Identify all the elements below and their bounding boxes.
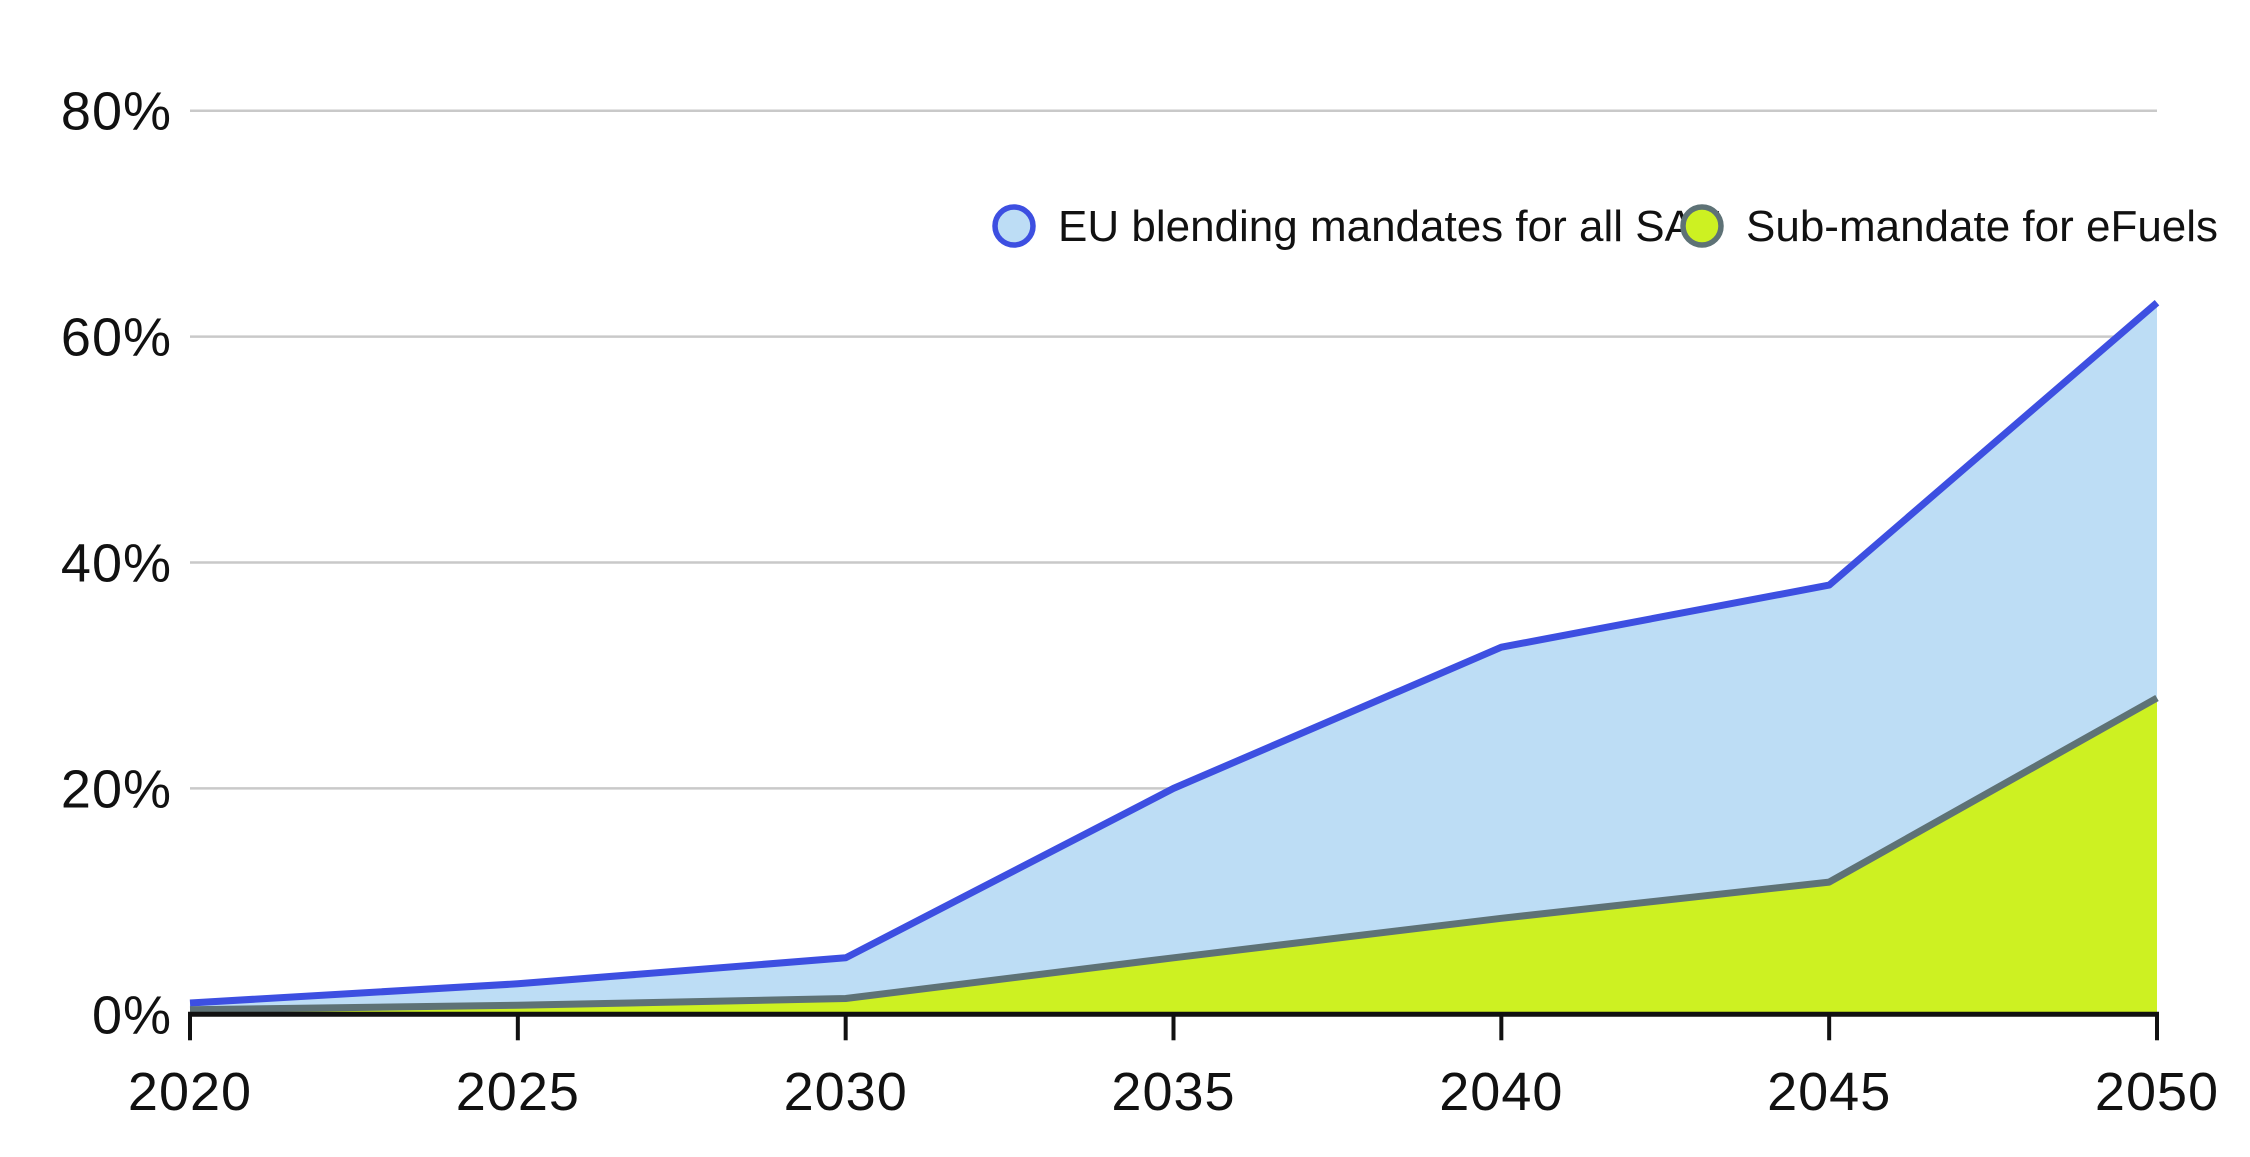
x-tick-label: 2030 xyxy=(784,1062,908,1122)
legend-marker-circle-icon xyxy=(1680,204,1724,248)
x-tick-label: 2045 xyxy=(1767,1062,1891,1122)
x-tick-label: 2050 xyxy=(2095,1062,2219,1122)
series-line-efuels xyxy=(189,694,2159,1014)
x-tick-label: 2025 xyxy=(456,1062,580,1122)
legend-label: Sub-mandate for eFuels xyxy=(1746,202,2218,251)
legend-label: EU blending mandates for all SAF xyxy=(1058,202,1721,251)
x-tick-label: 2035 xyxy=(1111,1062,1235,1122)
y-tick-label: 0% xyxy=(92,985,172,1045)
x-tick-label: 2040 xyxy=(1439,1062,1563,1122)
y-tick-label: 80% xyxy=(61,82,172,142)
series-area-efuels xyxy=(190,698,2157,1015)
series-area-all-saf xyxy=(190,302,2157,1015)
x-tick-label: 2020 xyxy=(128,1062,252,1122)
legend-item: EU blending mandates for all SAF xyxy=(992,202,1721,251)
y-tick-label: 60% xyxy=(61,308,172,368)
y-tick-label: 20% xyxy=(61,759,172,819)
legend-item: Sub-mandate for eFuels xyxy=(1680,202,2218,251)
legend-marker-circle-icon xyxy=(992,204,1036,248)
y-tick-label: 40% xyxy=(61,534,172,594)
series-line-all-saf xyxy=(189,300,2160,1007)
